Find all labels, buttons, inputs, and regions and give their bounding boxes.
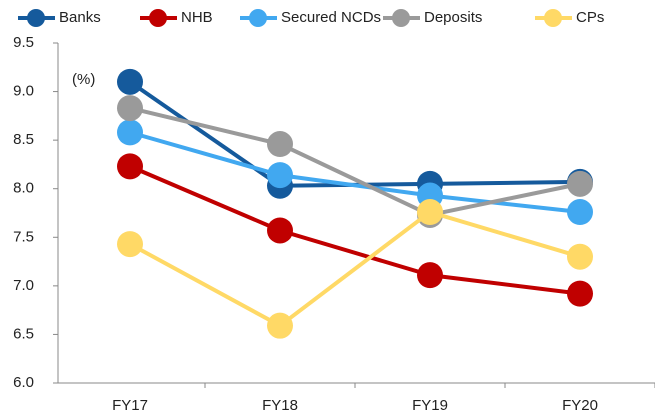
point [267,131,293,158]
point [267,217,293,244]
legend-marker [27,9,45,27]
legend-marker [544,9,562,27]
legend-marker [392,9,410,27]
series-line [128,80,581,188]
point [117,153,143,180]
y-tick-label: 6.5 [13,325,34,342]
point [117,231,143,258]
y-tick-label: 8.5 [13,131,34,148]
point [567,170,593,197]
point [267,312,293,339]
y-tick-label: 9.5 [13,34,34,51]
x-tick-label: FY18 [262,397,298,414]
y-tick-label: 9.0 [13,83,34,100]
point [567,280,593,307]
legend-label: Deposits [424,9,482,26]
y-tick-label: 8.0 [13,180,34,197]
y-tick-label: 7.0 [13,277,34,294]
series-line [129,106,581,218]
legend-label: Secured NCDs [281,9,381,26]
point [117,68,143,95]
point [567,199,593,226]
point [417,199,443,226]
series-line [129,209,581,329]
point [417,262,443,289]
series-line [129,164,581,296]
y-tick-label: 6.0 [13,374,34,391]
point [567,243,593,270]
annotation: (%) [72,71,95,88]
legend-label: NHB [181,9,213,26]
point [267,162,293,189]
legend-marker [249,9,267,27]
y-tick-label: 7.5 [13,228,34,245]
legend-marker [149,9,167,27]
x-tick-label: FY20 [562,397,598,414]
series-line [129,130,581,215]
legend-label: CPs [576,9,604,26]
point [117,95,143,122]
point [117,119,143,146]
legend-label: Banks [59,9,101,26]
x-tick-label: FY19 [412,397,448,414]
x-tick-label: FY17 [112,397,148,414]
